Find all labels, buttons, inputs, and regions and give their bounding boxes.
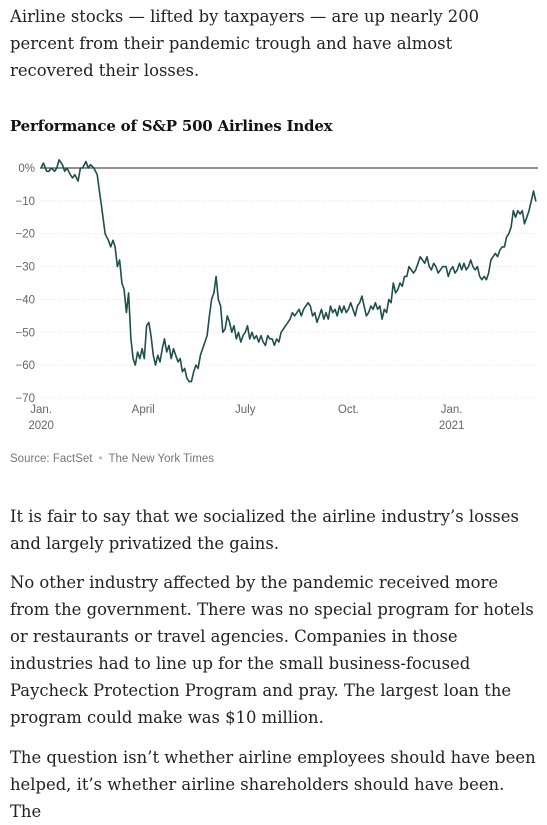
chart-credits: Source: FactSet • The New York Times [10, 453, 214, 465]
source-label: Source: FactSet [10, 453, 93, 465]
body-paragraph-3: The question isn’t whether airline emplo… [10, 748, 536, 821]
x-tick-label: Jan. [30, 404, 52, 416]
grid-layer [40, 167, 538, 399]
y-tick-label: −60 [15, 360, 35, 372]
intro-paragraph: Airline stocks — lifted by taxpayers — a… [10, 7, 480, 80]
y-tick-label: −40 [15, 294, 35, 306]
y-tick-label: −10 [15, 196, 35, 208]
x-tick-year-label: 2021 [439, 420, 465, 432]
y-tick-label: −70 [15, 393, 35, 405]
series-line [40, 159, 537, 383]
y-tick-label: −20 [15, 229, 35, 241]
x-tick-label: Oct. [338, 404, 359, 416]
body-paragraph-1: It is fair to say that we socialized the… [10, 507, 519, 553]
x-tick-year-label: 2020 [28, 420, 54, 432]
separator-dot: • [98, 453, 103, 465]
x-axis-ticks: Jan. 2020 April July Oct. Jan. 2021 [28, 404, 464, 432]
airlines-index-chart: 0% −10 −20 −30 −40 −50 −60 −70 Jan. 2020 April Jul… [15, 159, 538, 432]
x-tick-label: Jan. [441, 404, 463, 416]
publisher-label: The New York Times [108, 453, 214, 465]
y-tick-label: 0% [18, 163, 35, 175]
body-paragraph-2: No other industry affected by the pandem… [10, 573, 534, 727]
y-tick-label: −50 [15, 327, 35, 339]
y-tick-label: −30 [15, 262, 35, 274]
x-tick-label: April [132, 404, 155, 416]
x-tick-label: July [235, 404, 256, 416]
chart-title: Performance of S&P 500 Airlines Index [10, 117, 333, 135]
y-axis-ticks: 0% −10 −20 −30 −40 −50 −60 −70 [15, 163, 35, 405]
